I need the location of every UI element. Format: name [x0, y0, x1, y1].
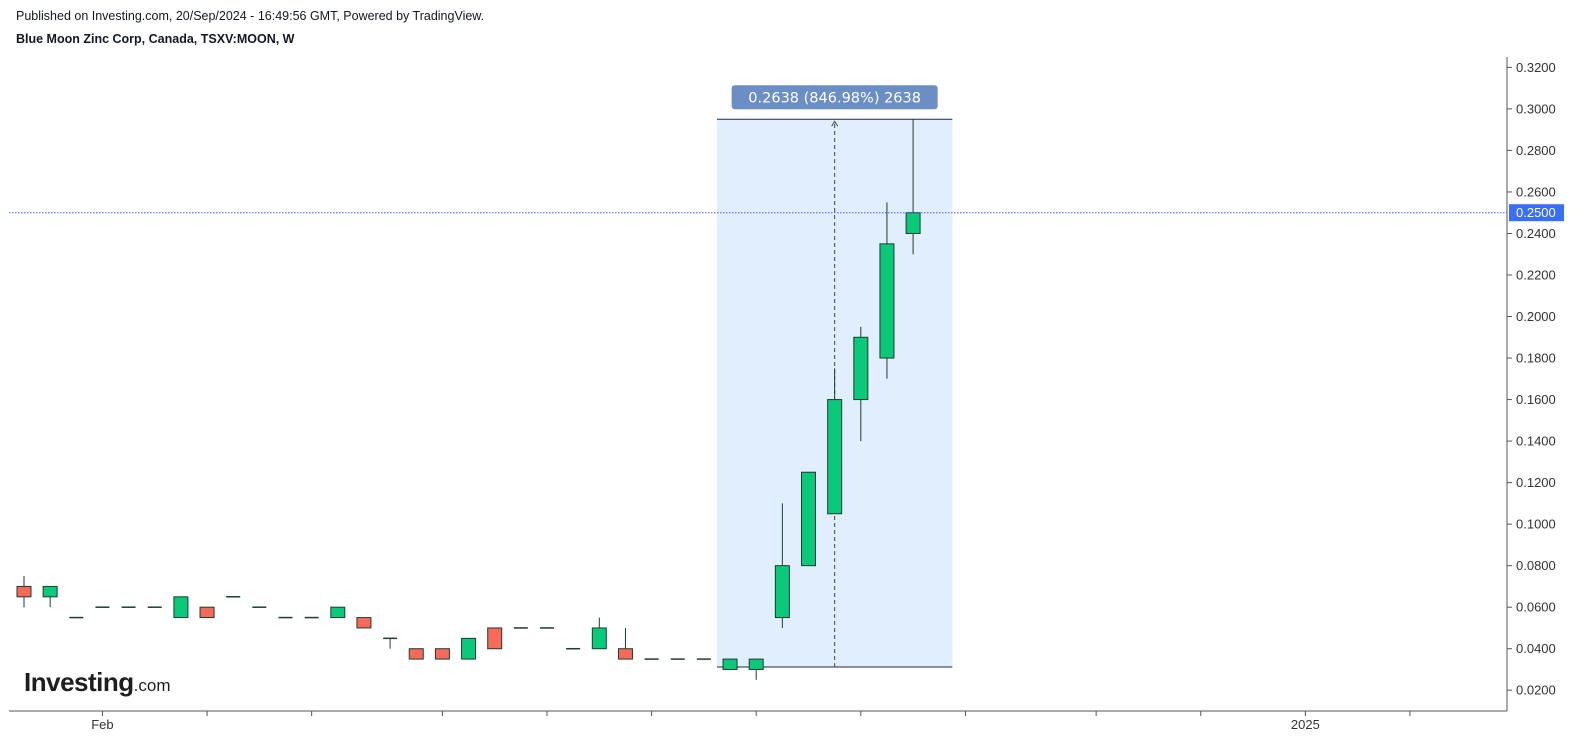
candle-body: [408, 648, 424, 660]
candle-body: [16, 585, 32, 598]
y-tick-label: 0.1600: [1516, 392, 1556, 407]
candles-group: [16, 119, 921, 680]
y-axis-ticks[interactable]: 0.0200 0.0400 0.0600 0.0800 0.1000 0.1200 0.14…: [1507, 60, 1556, 698]
logo-main: Investing: [24, 667, 134, 697]
candle-body: [905, 212, 921, 234]
y-tick-label: 0.0600: [1516, 600, 1556, 615]
current-price-label: 0.2500: [1509, 204, 1564, 222]
candle-body: [801, 471, 816, 567]
measure-label-background: [731, 85, 938, 110]
published-note: Published on Investing.com, 20/Sep/2024 …: [16, 9, 485, 23]
candle-body: [173, 596, 189, 619]
candle-body: [853, 336, 869, 401]
chart-title: Blue Moon Zinc Corp, Canada, TSXV:MOON, …: [16, 32, 295, 46]
x-axis-ticks[interactable]: Feb 2025: [91, 711, 1411, 732]
candle-body: [434, 648, 450, 660]
current-price-label-text: 0.2500: [1516, 205, 1556, 220]
investing-logo: Investing.com: [24, 667, 170, 698]
y-tick-label: 0.3200: [1516, 60, 1556, 75]
y-tick-label: 0.2600: [1516, 184, 1556, 199]
candle-body: [774, 565, 790, 619]
y-tick-label: 0.0400: [1516, 641, 1556, 656]
logo-domain: .com: [133, 676, 171, 695]
candle-body: [722, 658, 738, 670]
candle-body: [748, 658, 764, 670]
measure-label: 0.2638 (846.98%) 2638: [731, 85, 938, 110]
candle-body: [42, 585, 58, 598]
candle-body: [591, 627, 607, 650]
y-tick-label: 0.1200: [1516, 475, 1556, 490]
x-tick-label: Feb: [91, 717, 113, 732]
y-tick-label: 0.2400: [1516, 226, 1556, 241]
y-tick-label: 0.2000: [1516, 309, 1556, 324]
y-tick-label: 0.1800: [1516, 351, 1556, 366]
candle-body: [827, 399, 843, 515]
y-tick-label: 0.2800: [1516, 143, 1556, 158]
measure-label-text: 0.2638 (846.98%) 2638: [748, 90, 921, 106]
y-tick-label: 0.3000: [1516, 101, 1556, 116]
x-tick-label: 2025: [1291, 717, 1320, 732]
candle-body: [356, 617, 372, 629]
y-tick-label: 0.0200: [1516, 683, 1556, 698]
candle-body: [487, 627, 503, 650]
y-tick-label: 0.1400: [1516, 434, 1556, 449]
measure-arrow-icon: [831, 120, 839, 127]
candle-body: [199, 606, 215, 619]
candle-body: [879, 243, 895, 359]
y-tick-label: 0.0800: [1516, 558, 1556, 573]
candle-body: [617, 648, 633, 660]
current-price-label-background: [1509, 204, 1564, 222]
candle-body: [330, 606, 346, 619]
y-tick-label: 0.2200: [1516, 268, 1556, 283]
y-tick-label: 0.1000: [1516, 517, 1556, 532]
candle-body: [461, 637, 477, 660]
